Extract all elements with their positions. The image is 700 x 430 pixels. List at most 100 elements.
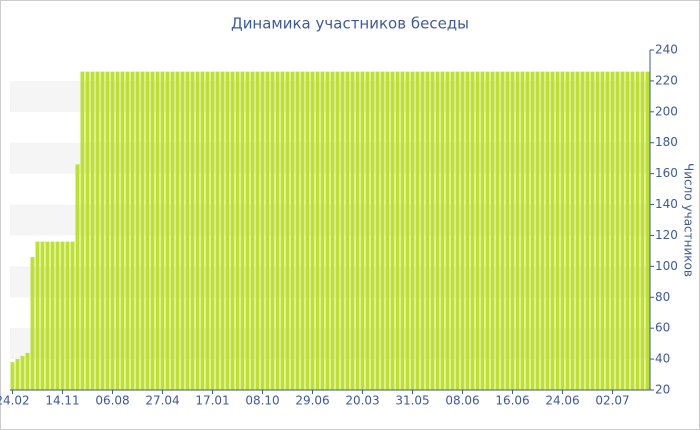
bar [580, 71, 585, 391]
bar [85, 71, 90, 391]
y-tick-label: 160 [655, 166, 678, 180]
bar [55, 241, 60, 390]
bar [530, 71, 535, 391]
bar [610, 71, 615, 391]
y-tick-label: 180 [655, 135, 678, 149]
bar [80, 71, 85, 391]
bar [350, 71, 355, 391]
bar [245, 71, 250, 391]
bar [555, 71, 560, 391]
bar [145, 71, 150, 391]
bar [445, 71, 450, 391]
bar [510, 71, 515, 391]
bar [435, 71, 440, 391]
bar [490, 71, 495, 391]
bar [400, 71, 405, 391]
bar [100, 71, 105, 391]
bar [200, 71, 205, 391]
y-tick-label: 80 [655, 290, 670, 304]
bar [640, 71, 645, 391]
bar [635, 71, 640, 391]
x-tick-label: 27.04 [145, 394, 179, 408]
bar [335, 71, 340, 391]
y-tick-label: 120 [655, 228, 678, 242]
bar [345, 71, 350, 391]
bar [475, 71, 480, 391]
bar [275, 71, 280, 391]
bar [535, 71, 540, 391]
bar [360, 71, 365, 391]
bar [215, 71, 220, 391]
bar [105, 71, 110, 391]
bar [355, 71, 360, 391]
y-tick-label: 40 [655, 352, 670, 366]
bar [130, 71, 135, 391]
bar [630, 71, 635, 391]
bar [420, 71, 425, 391]
bar [240, 71, 245, 391]
bar [60, 241, 65, 390]
bar [405, 71, 410, 391]
bar [265, 71, 270, 391]
bar [180, 71, 185, 391]
x-tick-label: 29.06 [295, 394, 329, 408]
bar [115, 71, 120, 391]
x-tick-label: 24.02 [0, 394, 30, 408]
bar [185, 71, 190, 391]
y-tick-label: 20 [655, 383, 670, 397]
bar [120, 71, 125, 391]
bar [430, 71, 435, 391]
bar [560, 71, 565, 391]
bar [165, 71, 170, 391]
bar [310, 71, 315, 391]
bar [270, 71, 275, 391]
bar [570, 71, 575, 391]
bar [505, 71, 510, 391]
bar [155, 71, 160, 391]
y-tick-label: 60 [655, 321, 670, 335]
bar [485, 71, 490, 391]
bar [380, 71, 385, 391]
x-tick-label: 17.01 [195, 394, 229, 408]
bar [220, 71, 225, 391]
bar [545, 71, 550, 391]
bar [450, 71, 455, 391]
bar [390, 71, 395, 391]
x-tick-label: 08.10 [245, 394, 279, 408]
x-tick-label: 08.06 [445, 394, 479, 408]
bar [550, 71, 555, 391]
bar [440, 71, 445, 391]
bar [300, 71, 305, 391]
y-tick-label: 140 [655, 197, 678, 211]
bar [290, 71, 295, 391]
bar [230, 71, 235, 391]
bar [190, 71, 195, 391]
bar [645, 71, 650, 391]
y-axis-label: Число участников [682, 163, 696, 277]
bar [575, 71, 580, 391]
bar [540, 71, 545, 391]
bar [625, 71, 630, 391]
bar [40, 241, 45, 390]
bar [495, 71, 500, 391]
y-tick-label: 100 [655, 259, 678, 273]
bar [365, 71, 370, 391]
bar [425, 71, 430, 391]
bar [95, 71, 100, 391]
bar [600, 71, 605, 391]
bar [250, 71, 255, 391]
bar [520, 71, 525, 391]
bar [565, 71, 570, 391]
bar [75, 164, 80, 390]
bar [210, 71, 215, 391]
y-tick-label: 240 [655, 43, 678, 57]
bar [35, 241, 40, 390]
x-tick-label: 31.05 [395, 394, 429, 408]
bar [525, 71, 530, 391]
bar [395, 71, 400, 391]
bar [140, 71, 145, 391]
bar [255, 71, 260, 391]
bar [65, 241, 70, 390]
bar [315, 71, 320, 391]
